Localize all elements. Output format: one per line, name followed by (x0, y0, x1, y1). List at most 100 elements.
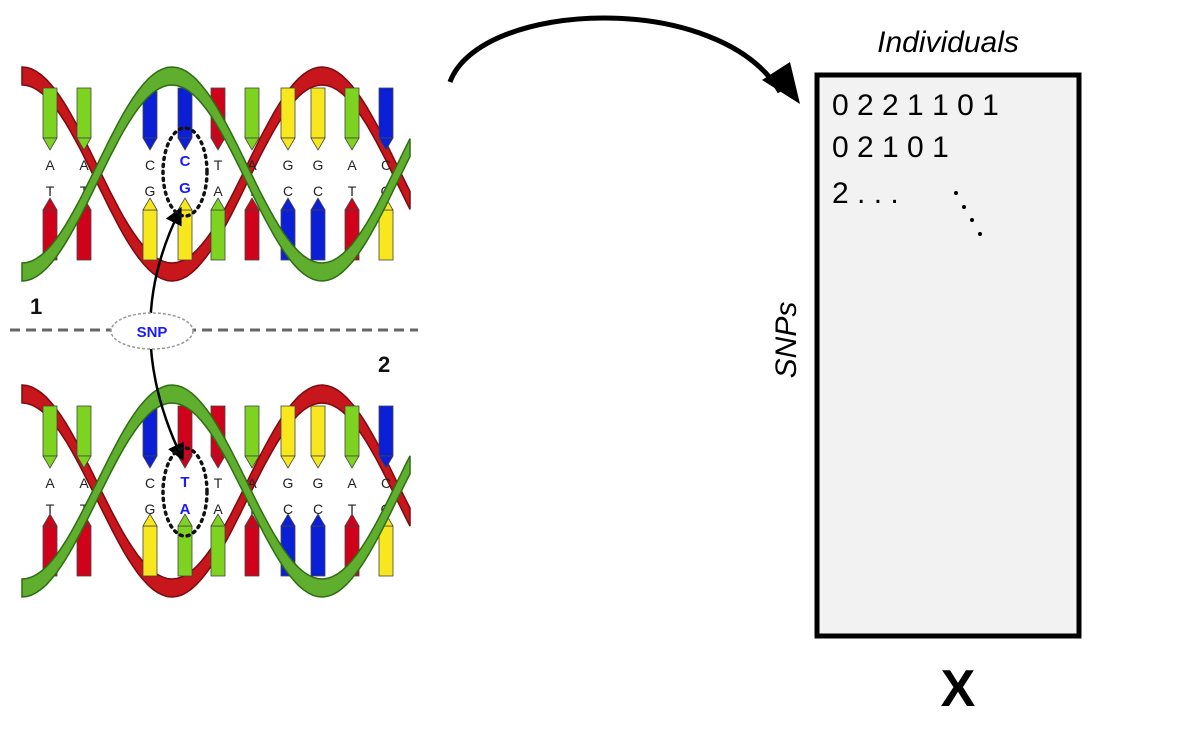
base-top-tip (42, 455, 58, 469)
matrix-row-axis-label: SNPs (770, 302, 803, 379)
base-top-tip (142, 137, 158, 151)
matrix-row-3: 2 . . . (832, 177, 899, 210)
base-top-tip (177, 137, 193, 151)
base-pair: CG (142, 87, 158, 261)
base-letter-bottom: A (213, 501, 223, 517)
snp-highlight-bottom (161, 446, 209, 538)
base-top-bar (42, 405, 58, 457)
base-top-tip (42, 137, 58, 151)
base-pair (177, 405, 193, 577)
base-bottom-bar (310, 525, 326, 577)
base-bottom-tip (280, 513, 296, 527)
base-letter-top: A (79, 475, 89, 491)
base-bottom-bar (244, 209, 260, 261)
base-letter-bottom: A (213, 183, 223, 199)
base-bottom-bar (378, 209, 394, 261)
base-pair: AT (76, 87, 92, 261)
base-letter-bottom: C (283, 501, 293, 517)
snp-bottom-base-2: A (180, 501, 191, 518)
base-top-bar (42, 87, 58, 139)
base-bottom-bar (177, 209, 193, 261)
base-pair: AT (344, 405, 360, 577)
base-bottom-tip (177, 197, 193, 211)
matrix-symbol-label: X (941, 660, 976, 718)
base-bottom-tip (210, 197, 226, 211)
base-bottom-tip (42, 197, 58, 211)
base-bottom-bar (142, 525, 158, 577)
base-pair: CG (142, 405, 158, 577)
base-letter-top: A (347, 475, 357, 491)
base-pair: AT (344, 87, 360, 261)
base-letter-top: A (45, 157, 55, 173)
base-top-tip (280, 455, 296, 469)
base-bottom-tip (210, 513, 226, 527)
snp-badge (110, 312, 194, 350)
base-top-tip (244, 455, 260, 469)
base-bottom-bar (244, 525, 260, 577)
base-letter-top: C (381, 475, 391, 491)
base-pair: CG (378, 87, 394, 261)
snp-top-base-1: C (180, 153, 191, 170)
base-top-bar (244, 405, 260, 457)
base-bottom-bar (310, 209, 326, 261)
base-top-bar (344, 405, 360, 457)
base-letter-top: G (313, 157, 324, 173)
base-top-bar (244, 87, 260, 139)
base-bottom-tip (310, 197, 326, 211)
base-top-tip (210, 455, 226, 469)
base-top-bar (280, 87, 296, 139)
snp-badge-label: SNP (137, 324, 168, 341)
base-pair: CG (378, 405, 394, 577)
base-top-tip (280, 137, 296, 151)
base-bottom-tip (244, 197, 260, 211)
base-letter-bottom: T (46, 501, 55, 517)
base-top-tip (76, 137, 92, 151)
base-top-tip (310, 455, 326, 469)
matrix-title: Individuals (877, 26, 1019, 59)
base-top-tip (244, 137, 260, 151)
base-letter-top: T (214, 475, 223, 491)
base-top-tip (378, 455, 394, 469)
dna-helix-1: ATATCGTAATGCGCATCG (21, 66, 411, 282)
matrix-diagonal-dots (954, 191, 982, 236)
base-top-tip (142, 455, 158, 469)
base-letter-top: A (45, 475, 55, 491)
base-letter-bottom: T (46, 183, 55, 199)
base-letter-bottom: G (145, 501, 156, 517)
base-letter-bottom: C (313, 183, 323, 199)
transform-arrow (447, 15, 783, 94)
base-bottom-tip (42, 513, 58, 527)
base-letter-bottom: C (283, 183, 293, 199)
strand-1-label: 1 (30, 294, 42, 319)
base-pair (177, 87, 193, 261)
snp-bottom-base-1: T (180, 474, 189, 491)
base-top-tip (76, 455, 92, 469)
base-bottom-tip (142, 197, 158, 211)
base-bottom-tip (280, 197, 296, 211)
base-bottom-tip (244, 513, 260, 527)
base-top-bar (76, 87, 92, 139)
base-letter-top: A (247, 157, 257, 173)
matrix-row-2: 0 2 1 0 1 (832, 131, 949, 164)
snp-top-base-2: G (179, 180, 191, 197)
base-top-bar (280, 405, 296, 457)
base-bottom-tip (142, 513, 158, 527)
base-letter-top: A (247, 475, 257, 491)
strand-green-ribbon (21, 384, 411, 598)
base-letter-top: C (145, 475, 155, 491)
base-bottom-tip (310, 513, 326, 527)
genotype-matrix (814, 72, 1082, 639)
base-letter-top: T (214, 157, 223, 173)
base-pair: GC (310, 87, 326, 261)
base-letter-top: C (381, 157, 391, 173)
transform-arrow-head (762, 62, 800, 104)
base-pair: AT (76, 405, 92, 577)
base-top-tip (344, 137, 360, 151)
base-bottom-bar (210, 209, 226, 261)
base-top-tip (210, 137, 226, 151)
base-bottom-tip (344, 513, 360, 527)
base-letter-top: G (283, 475, 294, 491)
base-letter-bottom: T (348, 501, 357, 517)
dna-helix-2: ATATCGTAATGCGCATCG (21, 384, 411, 598)
base-pair: AT (42, 405, 58, 577)
